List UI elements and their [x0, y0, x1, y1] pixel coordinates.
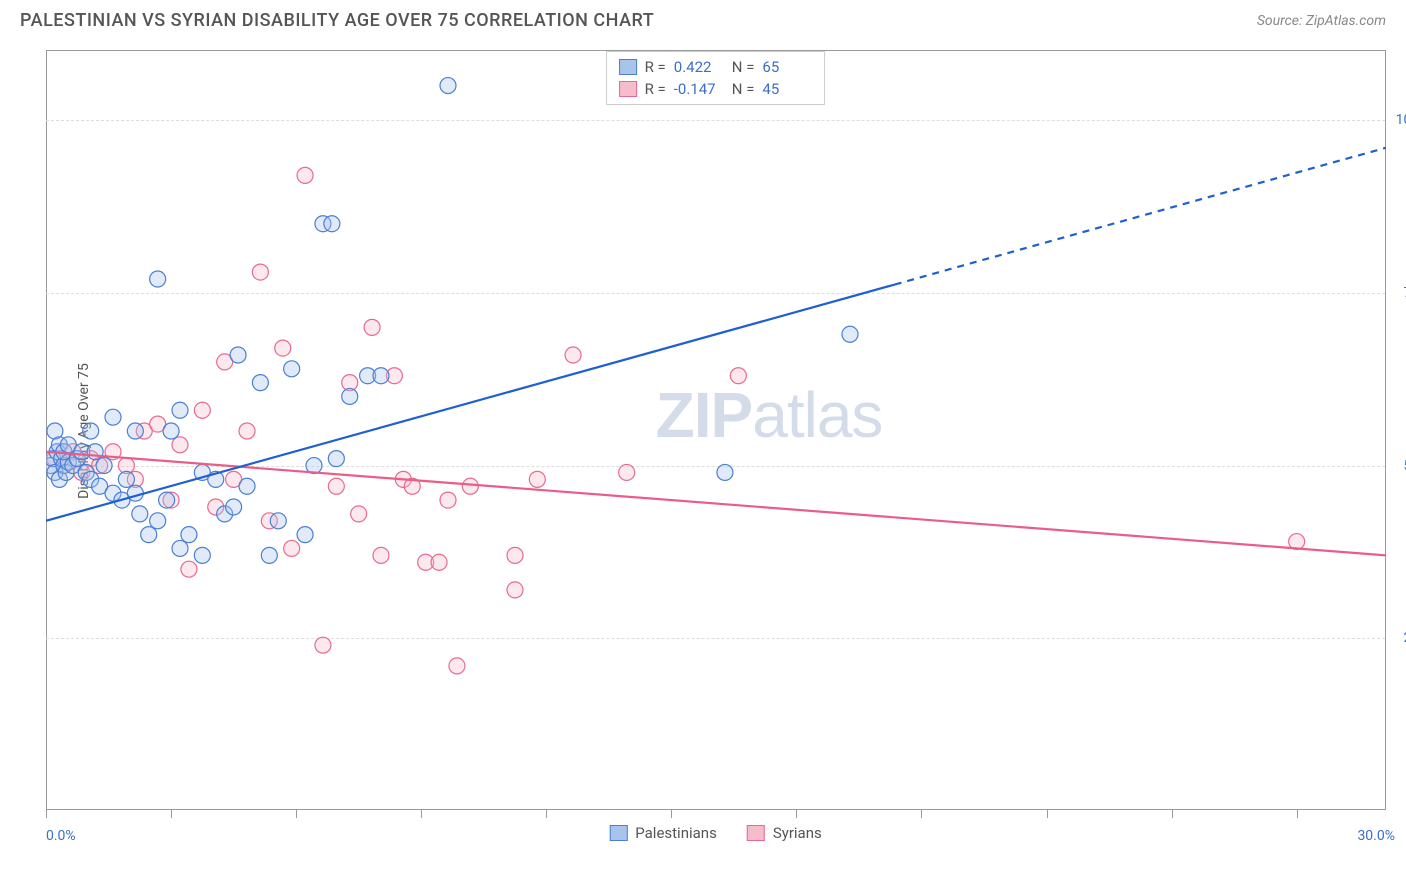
chart-area: Disability Age Over 75 ZIPatlas R = 0.42… [46, 50, 1386, 810]
x-tick [1297, 810, 1298, 818]
n-value-syrians: 45 [762, 78, 812, 100]
x-tick [296, 810, 297, 818]
x-axis-min-label: 0.0% [46, 828, 76, 844]
swatch-palestinians [619, 59, 637, 75]
r-label: R = [645, 56, 666, 78]
legend-item-palestinians: Palestinians [609, 824, 717, 842]
r-value-palestinians: 0.422 [674, 56, 724, 78]
legend-label-palestinians: Palestinians [635, 824, 717, 842]
x-tick [921, 810, 922, 818]
x-tick [546, 810, 547, 818]
x-tick [421, 810, 422, 818]
swatch-syrians-icon [747, 825, 765, 841]
r-value-syrians: -0.147 [674, 78, 724, 100]
x-tick [671, 810, 672, 818]
x-tick [46, 810, 47, 818]
n-label: N = [732, 56, 755, 78]
chart-title: PALESTINIAN VS SYRIAN DISABILITY AGE OVE… [20, 10, 654, 31]
y-tick-label: 100.0% [1396, 112, 1406, 128]
x-tick [1172, 810, 1173, 818]
x-axis-max-label: 30.0% [1357, 828, 1395, 844]
x-tick [1047, 810, 1048, 818]
source-label: Source: ZipAtlas.com [1257, 13, 1386, 29]
legend-row-syrians: R = -0.147 N = 45 [619, 78, 813, 100]
swatch-palestinians-icon [609, 825, 627, 841]
legend-row-palestinians: R = 0.422 N = 65 [619, 56, 813, 78]
swatch-syrians [619, 81, 637, 97]
x-tick [171, 810, 172, 818]
series-legend: Palestinians Syrians [609, 824, 821, 842]
legend-label-syrians: Syrians [773, 824, 822, 842]
n-value-palestinians: 65 [762, 56, 812, 78]
scatter-plot-svg [46, 51, 1386, 811]
n-label: N = [732, 78, 755, 100]
legend-item-syrians: Syrians [747, 824, 822, 842]
correlation-legend: R = 0.422 N = 65 R = -0.147 N = 45 [606, 51, 826, 105]
r-label: R = [645, 78, 666, 100]
x-tick [796, 810, 797, 818]
